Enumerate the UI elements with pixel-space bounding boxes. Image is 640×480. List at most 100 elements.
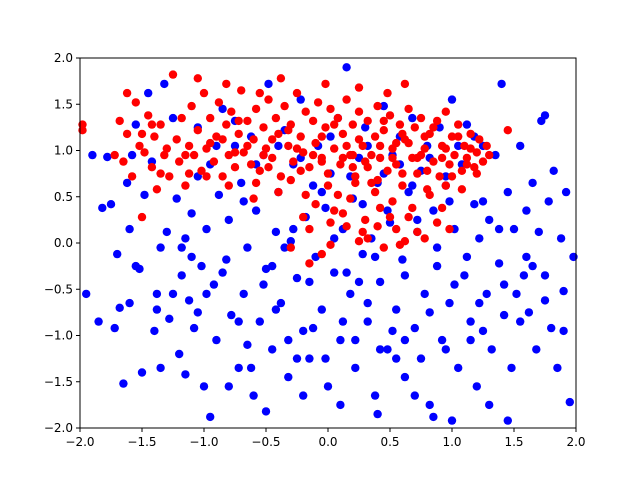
scatter-point: [413, 169, 422, 178]
scatter-point: [227, 310, 236, 320]
scatter-point: [454, 141, 463, 151]
scatter-point: [187, 252, 196, 262]
scatter-point: [346, 289, 355, 299]
scatter-point: [413, 215, 422, 225]
scatter-point: [375, 141, 385, 151]
scatter-point: [305, 259, 314, 268]
scatter-point: [333, 190, 343, 200]
scatter-point: [113, 249, 122, 259]
scatter-point: [512, 289, 521, 299]
scatter-point: [457, 185, 467, 194]
scatter-point: [416, 113, 426, 123]
scatter-point: [152, 289, 162, 299]
scatter-point: [162, 227, 171, 237]
scatter-point: [175, 157, 184, 166]
scatter-point: [181, 181, 190, 190]
scatter-point: [189, 150, 199, 160]
scatter-point: [519, 271, 529, 280]
scatter-point: [336, 160, 345, 169]
scatter-point: [222, 79, 231, 89]
scatter-point: [264, 79, 273, 89]
scatter-point: [152, 305, 162, 314]
scatter-points: [78, 63, 578, 425]
scatter-point: [137, 368, 147, 377]
scatter-point: [286, 243, 295, 252]
scatter-point: [330, 234, 339, 243]
scatter-point: [181, 234, 190, 243]
scatter-point: [462, 252, 472, 262]
scatter-point: [222, 255, 231, 264]
scatter-point: [373, 101, 382, 111]
scatter-point: [172, 194, 181, 203]
scatter-point: [342, 95, 351, 104]
scatter-point: [330, 120, 339, 129]
x-tick-label: 1.5: [504, 435, 523, 449]
scatter-point: [224, 215, 233, 225]
scatter-point: [540, 296, 550, 305]
scatter-point: [385, 212, 395, 222]
scatter-point: [313, 98, 323, 107]
scatter-point: [499, 280, 509, 289]
x-tick-label: −2.0: [65, 435, 94, 449]
scatter-point: [348, 163, 357, 172]
scatter-point: [206, 412, 215, 422]
scatter-point: [249, 135, 258, 144]
scatter-point: [199, 88, 209, 98]
scatter-point: [338, 153, 348, 163]
scatter-point: [466, 317, 475, 326]
scatter-point: [308, 323, 318, 333]
scatter-point: [420, 144, 429, 153]
scatter-point: [156, 363, 165, 373]
scatter-point: [457, 166, 467, 175]
scatter-point: [168, 289, 178, 299]
scatter-point: [475, 135, 484, 144]
scatter-point: [271, 227, 281, 237]
scatter-point: [450, 150, 459, 160]
scatter-point: [119, 379, 128, 388]
scatter-point: [308, 150, 318, 160]
scatter-point: [485, 215, 494, 225]
scatter-point: [199, 382, 209, 391]
scatter-point: [388, 326, 397, 336]
scatter-point: [330, 268, 339, 277]
scatter-point: [206, 138, 215, 148]
scatter-point: [214, 190, 224, 200]
scatter-point: [392, 354, 401, 363]
scatter-point: [361, 123, 370, 132]
scatter-point: [348, 120, 357, 129]
scatter-point: [373, 175, 382, 185]
scatter-point: [227, 107, 236, 116]
scatter-point: [383, 88, 392, 98]
scatter-point: [509, 224, 519, 234]
scatter-point: [156, 120, 165, 129]
scatter-point: [311, 200, 320, 209]
scatter-point: [296, 166, 305, 175]
scatter-point: [404, 104, 413, 114]
scatter-point: [160, 79, 169, 89]
x-tick-label: −0.5: [251, 435, 280, 449]
scatter-point: [462, 120, 472, 129]
scatter-point: [274, 129, 283, 139]
scatter-point: [268, 135, 277, 144]
x-tick-label: 0.0: [318, 435, 337, 449]
scatter-point: [388, 197, 397, 206]
scatter-point: [131, 120, 140, 129]
scatter-point: [358, 200, 367, 209]
scatter-point: [259, 123, 268, 132]
scatter-point: [255, 166, 264, 175]
scatter-point: [348, 150, 357, 160]
scatter-point: [528, 261, 537, 271]
scatter-point: [218, 135, 227, 144]
scatter-point: [115, 116, 124, 126]
scatter-point: [392, 305, 401, 314]
scatter-point: [284, 372, 293, 382]
scatter-point: [388, 153, 397, 163]
scatter-point: [177, 243, 186, 252]
scatter-point: [246, 160, 256, 169]
scatter-point: [230, 141, 240, 151]
scatter-point: [299, 391, 308, 400]
scatter-point: [150, 326, 159, 336]
scatter-point: [323, 181, 333, 190]
scatter-point: [358, 249, 367, 259]
scatter-point: [218, 172, 227, 181]
